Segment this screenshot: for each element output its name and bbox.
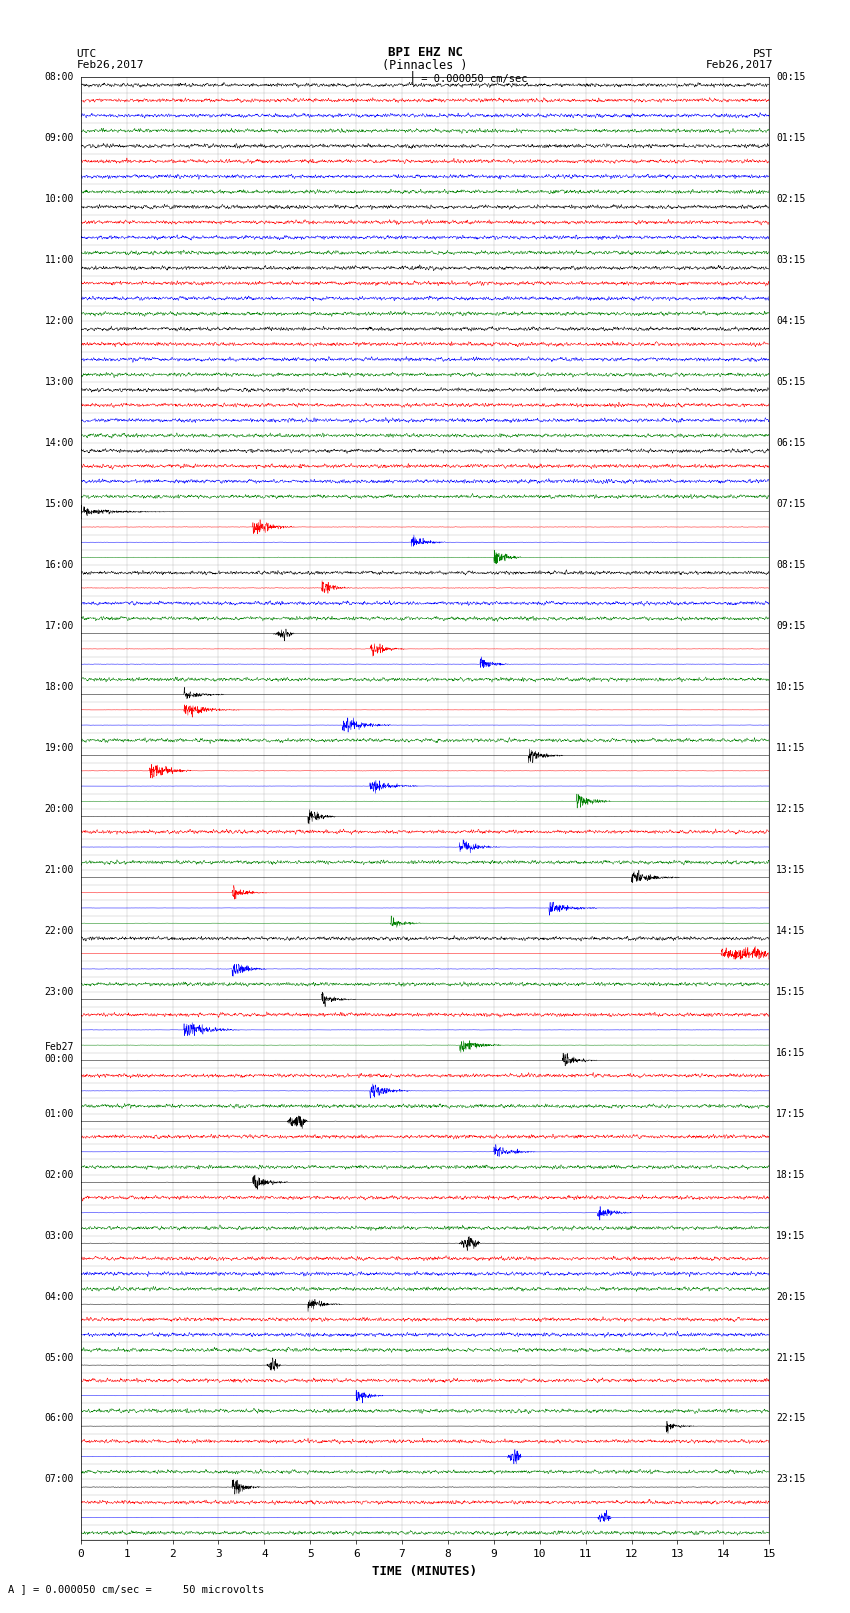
Text: BPI EHZ NC: BPI EHZ NC xyxy=(388,45,462,58)
Text: 07:00: 07:00 xyxy=(44,1474,74,1484)
Text: 05:00: 05:00 xyxy=(44,1353,74,1363)
Text: 18:15: 18:15 xyxy=(776,1169,806,1179)
Text: Feb26,2017: Feb26,2017 xyxy=(76,60,144,71)
Text: 02:00: 02:00 xyxy=(44,1169,74,1179)
Text: 01:15: 01:15 xyxy=(776,134,806,144)
Text: 06:15: 06:15 xyxy=(776,439,806,448)
Text: 15:00: 15:00 xyxy=(44,498,74,510)
Text: 04:15: 04:15 xyxy=(776,316,806,326)
Text: 17:00: 17:00 xyxy=(44,621,74,631)
Text: 09:00: 09:00 xyxy=(44,134,74,144)
Text: A ] = 0.000050 cm/sec =     50 microvolts: A ] = 0.000050 cm/sec = 50 microvolts xyxy=(8,1584,264,1594)
Text: 20:15: 20:15 xyxy=(776,1292,806,1302)
Text: 07:15: 07:15 xyxy=(776,498,806,510)
Text: 22:15: 22:15 xyxy=(776,1413,806,1424)
Text: 10:15: 10:15 xyxy=(776,682,806,692)
Text: 05:15: 05:15 xyxy=(776,377,806,387)
Text: 10:00: 10:00 xyxy=(44,194,74,205)
Text: 11:15: 11:15 xyxy=(776,744,806,753)
Text: 23:15: 23:15 xyxy=(776,1474,806,1484)
Text: Feb27
00:00: Feb27 00:00 xyxy=(44,1042,74,1063)
Text: 15:15: 15:15 xyxy=(776,987,806,997)
Text: 19:00: 19:00 xyxy=(44,744,74,753)
Text: (Pinnacles ): (Pinnacles ) xyxy=(382,58,468,71)
Text: 19:15: 19:15 xyxy=(776,1231,806,1240)
Text: 13:15: 13:15 xyxy=(776,865,806,874)
Text: 08:00: 08:00 xyxy=(44,73,74,82)
Text: 14:15: 14:15 xyxy=(776,926,806,936)
Text: 18:00: 18:00 xyxy=(44,682,74,692)
Text: 00:15: 00:15 xyxy=(776,73,806,82)
Text: 22:00: 22:00 xyxy=(44,926,74,936)
Text: 23:00: 23:00 xyxy=(44,987,74,997)
Text: 16:00: 16:00 xyxy=(44,560,74,569)
Text: 06:00: 06:00 xyxy=(44,1413,74,1424)
Text: 21:15: 21:15 xyxy=(776,1353,806,1363)
Text: 14:00: 14:00 xyxy=(44,439,74,448)
Text: 03:15: 03:15 xyxy=(776,255,806,265)
Text: 21:00: 21:00 xyxy=(44,865,74,874)
Text: PST: PST xyxy=(753,48,774,58)
Text: 13:00: 13:00 xyxy=(44,377,74,387)
Text: 20:00: 20:00 xyxy=(44,803,74,815)
Text: 16:15: 16:15 xyxy=(776,1048,806,1058)
Text: 09:15: 09:15 xyxy=(776,621,806,631)
Text: 12:00: 12:00 xyxy=(44,316,74,326)
Text: 02:15: 02:15 xyxy=(776,194,806,205)
X-axis label: TIME (MINUTES): TIME (MINUTES) xyxy=(372,1565,478,1578)
Text: Feb26,2017: Feb26,2017 xyxy=(706,60,774,71)
Text: 12:15: 12:15 xyxy=(776,803,806,815)
Text: 17:15: 17:15 xyxy=(776,1108,806,1119)
Text: 03:00: 03:00 xyxy=(44,1231,74,1240)
Text: 08:15: 08:15 xyxy=(776,560,806,569)
Text: |: | xyxy=(409,71,416,84)
Text: 11:00: 11:00 xyxy=(44,255,74,265)
Text: 04:00: 04:00 xyxy=(44,1292,74,1302)
Text: = 0.000050 cm/sec: = 0.000050 cm/sec xyxy=(415,74,527,84)
Text: UTC: UTC xyxy=(76,48,97,58)
Text: 01:00: 01:00 xyxy=(44,1108,74,1119)
